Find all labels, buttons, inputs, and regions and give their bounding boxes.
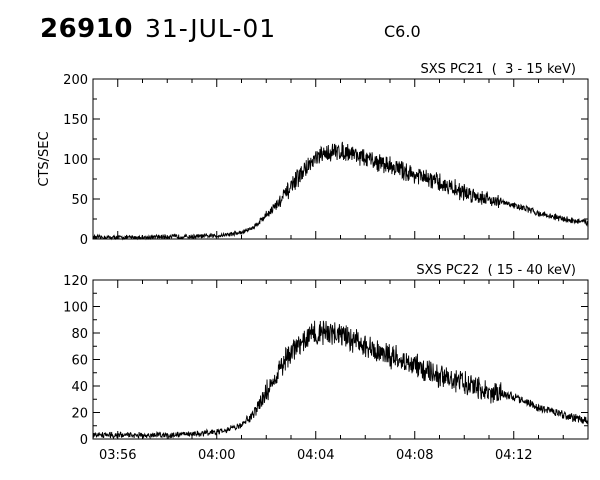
panel-2-y-tick-label: 0 <box>80 433 88 448</box>
panel-2-x-tick-label: 04:12 <box>495 448 532 463</box>
panel-2-x-tick-label: 04:04 <box>297 448 334 463</box>
panel-1-y-axis-label: CTS/SEC <box>37 131 52 186</box>
panel-2-y-tick-label: 80 <box>71 327 88 342</box>
panel-2-x-tick-label: 04:00 <box>198 448 235 463</box>
panel-2-series-line <box>92 320 589 440</box>
panel-1-y-tick-label: 200 <box>63 73 88 88</box>
panel-1-plot-frame <box>92 78 589 240</box>
panel-1-y-tick-label: 150 <box>63 113 88 128</box>
event-date: 31-JUL-01 <box>145 14 277 43</box>
panel-2-title: SXS PC22 ( 15 - 40 keV) <box>416 263 576 278</box>
panel-2-y-tick-label: 20 <box>71 407 88 422</box>
panel-1-y-tick-label: 100 <box>63 153 88 168</box>
panel-2-x-tick-label: 04:08 <box>396 448 433 463</box>
panel-1-y-tick-label: 0 <box>80 233 88 248</box>
panel-2-y-tick-label: 60 <box>71 354 88 369</box>
panel-1-title: SXS PC21 ( 3 - 15 keV) <box>420 62 576 77</box>
panel-2-y-tick-label: 40 <box>71 380 88 395</box>
panel-2-y-tick-label: 100 <box>63 301 88 316</box>
event-id: 26910 <box>40 14 133 44</box>
panel-2-x-tick-label: 03:56 <box>99 448 136 463</box>
panel-2-y-tick-label: 120 <box>63 274 88 289</box>
flare-class: C6.0 <box>384 22 421 41</box>
panel-1-y-tick-label: 50 <box>71 193 88 208</box>
panel-2-plot-frame <box>92 279 589 440</box>
panel-1-series-line <box>92 141 589 241</box>
